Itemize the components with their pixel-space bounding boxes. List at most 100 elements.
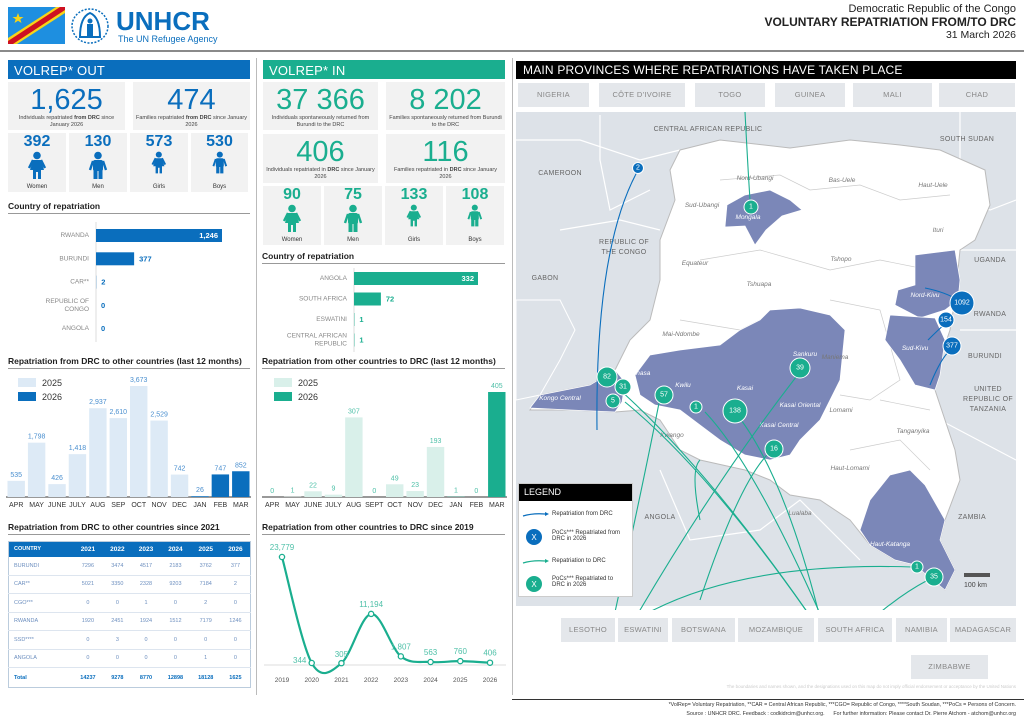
demographic-label: Girls [152, 184, 166, 190]
x-tick-label: MAY [29, 502, 44, 509]
x-tick-label: FEB [214, 502, 228, 509]
marker-in[interactable]: 5 [605, 393, 621, 409]
svg-text:Tshuapa: Tshuapa [747, 281, 772, 288]
point-label: 305 [335, 650, 349, 659]
svg-text:Sud-Kivu: Sud-Kivu [902, 345, 929, 352]
country-bar [96, 252, 135, 266]
country-label: BURUNDI [59, 255, 89, 262]
bar-value-label: 23 [411, 482, 419, 489]
marker-in[interactable]: 138 [722, 398, 748, 424]
marker-in[interactable]: 39 [789, 357, 811, 379]
country-label: UGANDA [974, 257, 1006, 264]
x-tick-label: 2020 [304, 677, 319, 684]
country-label: TANZANIA [970, 406, 1007, 413]
legend-title: LEGEND [519, 484, 632, 501]
table-cell: 1 [131, 593, 161, 613]
stat-value: 116 [422, 136, 469, 168]
boys-icon [191, 151, 248, 175]
stat-caption: Individuals spontaneously returned from … [271, 115, 370, 128]
chart-title: Repatriation from other countries to DRC… [262, 522, 505, 535]
bar-mar [488, 392, 506, 497]
data-point [308, 659, 315, 667]
bar-value-label: 0 [372, 488, 376, 495]
svg-text:Haut-Katanga: Haut-Katanga [870, 541, 910, 548]
country-label: THE CONGO [601, 249, 646, 256]
table-cell: CAR** [8, 575, 73, 594]
section-title: Country of repatriation [262, 251, 505, 264]
marker-out[interactable]: 377 [942, 336, 962, 356]
marker-in[interactable]: 31 [614, 378, 632, 396]
country-bar-chart-in: ANGOLA 332 SOUTH AFRICA 72 ESWATINI 1 CENTRAL … [287, 268, 478, 352]
marker-in[interactable]: 1 [910, 560, 924, 574]
marker-out[interactable]: 1092 [949, 290, 975, 316]
blue-marker-icon [526, 529, 542, 545]
bar-value-label: 3,673 [130, 377, 148, 384]
table-cell: 9278 [111, 674, 124, 681]
table-cell: 0 [72, 593, 104, 613]
stat-individuals-out: 1,625 Individuals repatriated from DRC s… [8, 82, 125, 130]
x-tick-label: OCT [387, 502, 403, 509]
bar-value-label: 426 [51, 475, 63, 482]
demographic-value: 392 [23, 133, 51, 150]
bar-oct [130, 386, 148, 497]
marker-out[interactable]: 154 [937, 311, 955, 329]
svg-text:Lomami: Lomami [829, 407, 853, 414]
table-cell: 0 [160, 630, 191, 650]
girls-icon [385, 204, 443, 228]
bar-value-label: 0 [270, 488, 274, 495]
table-cell: RWANDA [8, 612, 73, 631]
svg-text:Lualaba: Lualaba [788, 510, 812, 517]
marker-out[interactable]: 2 [632, 162, 644, 174]
header-divider [0, 50, 1024, 52]
table-cell: ANGOLA [8, 649, 73, 668]
table-cell: 377 [220, 556, 251, 576]
country-label: ANGOLA [645, 514, 676, 521]
demographic-value: 108 [461, 186, 489, 203]
table-cell: 0 [131, 649, 161, 668]
x-tick-label: 2024 [423, 677, 438, 684]
neighbor-country-label: NAMIBIA [896, 618, 947, 642]
demographic-women: 90 Women [263, 186, 321, 245]
marker-in[interactable]: 82 [596, 366, 618, 388]
neighbor-country-label: MOZAMBIQUE [738, 618, 814, 642]
map-legend: LEGEND X X Repatriation from DRC PoCs***… [518, 483, 633, 597]
neighbor-country-label: TOGO [695, 83, 765, 107]
x-tick-label: NOV [408, 502, 424, 509]
legend-label: 2025 [298, 378, 318, 388]
bar-jan [191, 496, 209, 497]
svg-text:Haut-Uele: Haut-Uele [918, 182, 948, 189]
table-cell: 3474 [103, 556, 132, 576]
table-cell: 3 [103, 630, 132, 650]
table-cell: 2451 [103, 612, 132, 631]
country-label: CAR** [70, 279, 89, 286]
drc-flag [8, 7, 65, 44]
x-tick-label: 2021 [334, 677, 349, 684]
country-label: RWANDA [60, 232, 89, 239]
country-label: REPUBLIC OF [599, 239, 649, 246]
svg-text:Tshopo: Tshopo [830, 256, 851, 263]
demographic-label: Women [281, 237, 303, 243]
bar-value-label: 49 [391, 475, 399, 482]
table-cell: 0 [103, 649, 132, 668]
bar-june [48, 484, 66, 497]
country-value: 2 [101, 278, 105, 287]
table-cell: 0 [220, 630, 251, 650]
country-label: ANGOLA [320, 275, 348, 282]
marker-in[interactable]: 16 [764, 439, 784, 459]
bar-sep [109, 418, 127, 497]
section-title: Country of repatriation [8, 201, 250, 214]
table-row: RWANDA 1920 2451 1924 1512 7179 1246 [8, 612, 251, 631]
marker-in[interactable]: 57 [654, 385, 674, 405]
svg-text:Mongala: Mongala [736, 214, 761, 221]
svg-text:35: 35 [930, 574, 938, 581]
marker-in[interactable]: 1 [743, 199, 759, 215]
demographic-label: Boys [468, 237, 482, 243]
neighbor-country-label: ESWATINI [618, 618, 668, 642]
data-point [486, 659, 494, 666]
blue-arrow-icon [522, 513, 546, 517]
marker-in[interactable]: 1 [689, 400, 703, 414]
table-cell: 1246 [220, 612, 251, 631]
volrep-out-header: VOLREP* OUT [8, 60, 250, 79]
stat-value: 8 202 [409, 84, 482, 116]
marker-in[interactable]: 35 [924, 567, 944, 587]
